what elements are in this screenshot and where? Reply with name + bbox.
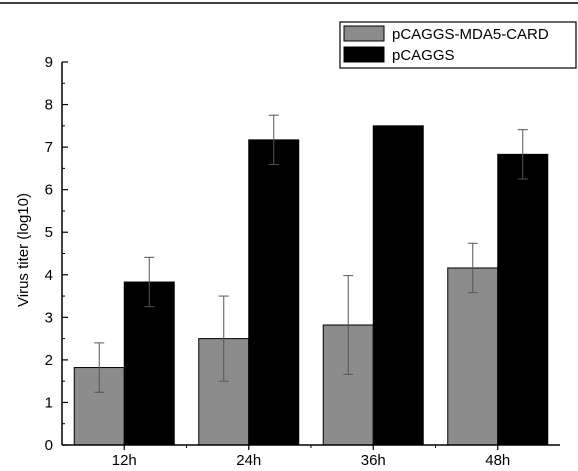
y-tick-label: 0 [45,437,53,454]
y-tick-label: 1 [45,394,53,411]
y-tick-label: 7 [45,139,53,156]
plot-area: 0 1 2 3 4 5 6 7 8 9 12h 24h 36h 48h [45,54,560,469]
x-tick-label: 48h [485,452,510,469]
bar-pcaggs-48h [497,153,549,446]
legend-label: pCAGGS-MDA5-CARD [392,26,549,43]
y-tick-label: 6 [45,182,53,199]
bar-pcaggs-24h [248,139,300,446]
x-tick-label: 36h [361,452,386,469]
x-tick-label: 24h [236,452,261,469]
y-tick-label: 5 [45,224,53,241]
bar-pcaggs-36h [372,125,424,446]
y-tick-label: 8 [45,97,53,114]
y-tick-label: 3 [45,309,53,326]
legend-swatch [343,46,385,63]
y-tick-label: 4 [45,267,53,284]
legend-label: pCAGGS [392,47,455,64]
y-tick-label: 9 [45,54,53,71]
y-axis-title: Virus titer (log10) [15,193,32,307]
bar-pcaggs-mda5-card-48h [447,267,499,446]
x-tick-label: 12h [112,452,137,469]
legend-swatch [343,25,385,42]
legend: pCAGGS-MDA5-CARD pCAGGS [339,21,577,69]
y-tick-label: 2 [45,352,53,369]
